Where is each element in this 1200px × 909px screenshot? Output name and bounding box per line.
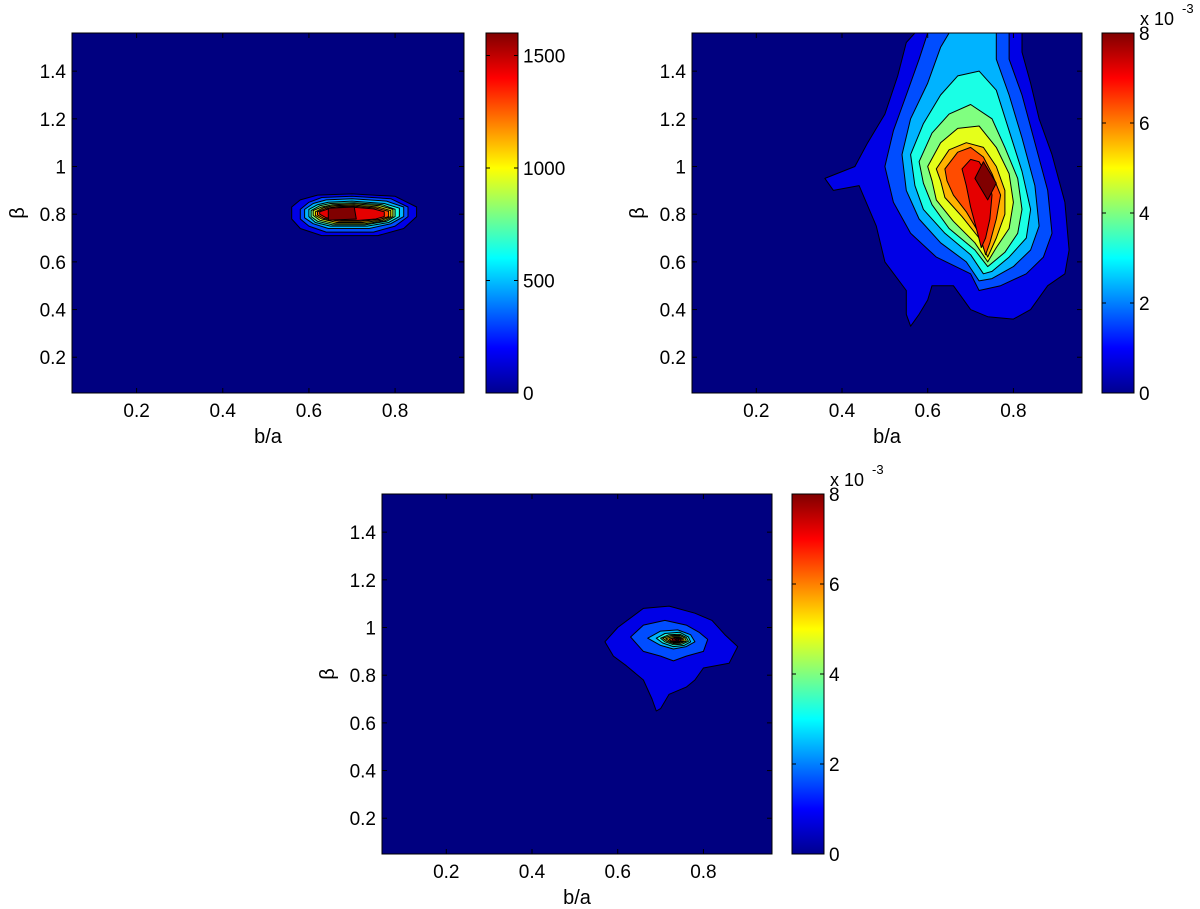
contour-level-10 [674,638,680,642]
x-tick-label: 0.2 [743,401,769,422]
x-tick-label: 0.2 [433,862,459,883]
y-axis-label: β [7,207,29,219]
contour-level-10 [327,206,357,221]
x-tick-label: 0.6 [605,862,631,883]
x-tick-label: 0.6 [915,401,941,422]
y-tick-label: 1 [365,619,376,640]
colorbar-tick-label: 4 [829,665,840,686]
axes-frame [691,32,1083,394]
colorbar [1101,32,1135,394]
y-tick-label: 0.2 [350,809,376,830]
y-tick-label: 0.8 [350,666,376,687]
axes-frame [381,493,773,855]
y-tick-label: 0.8 [660,205,686,226]
colorbar-tick-label: 1500 [523,47,565,68]
colorbar-tick-label: 0 [1139,384,1150,405]
contour-panel-3: 0.2 0.4 0.6 0.8 0.2 0.4 0.6 0.8 1 1.2 1.4 b/a β 0 2 4 6 8… [317,462,884,909]
y-tick-label: 1.2 [350,571,376,592]
colorbar-tick-label: 2 [1139,294,1150,315]
y-axis-label: β [627,207,649,219]
x-axis-label: b/a [563,887,592,909]
colorbar-tick-label: 6 [1139,114,1150,135]
y-tick-label: 0.4 [40,301,67,322]
y-tick-label: 0.2 [40,348,66,369]
colorbar-tick-label: 8 [829,485,840,506]
y-tick-label: 1.2 [40,110,66,131]
y-tick-label: 0.4 [660,301,687,322]
y-tick-label: 1.4 [350,523,377,544]
colorbar-exponent-power: -3 [872,462,884,477]
colorbar-exponent-power: -3 [1182,1,1194,16]
y-tick-label: 1 [675,158,686,179]
x-tick-label: 0.4 [829,401,856,422]
plot-background [382,494,772,854]
x-tick-label: 0.8 [1000,401,1026,422]
contour-panel-1: 0.2 0.4 0.6 0.8 0.2 0.4 0.6 0.8 1 1.2 1.4 b/a β 0 500 1… [7,32,565,448]
colorbar-tick-label: 0 [829,845,840,866]
x-tick-label: 0.4 [519,862,546,883]
x-tick-label: 0.8 [690,862,716,883]
colorbar [485,32,519,394]
colorbar-tick-label: 1000 [523,159,565,180]
colorbar-tick-label: 8 [1139,24,1150,45]
y-tick-label: 0.2 [660,348,686,369]
y-tick-label: 1.4 [660,62,687,83]
y-tick-label: 0.6 [40,253,66,274]
x-axis-label: b/a [254,426,283,448]
y-tick-label: 0.6 [350,714,376,735]
colorbar-exponent: x 10 [830,470,864,490]
y-tick-label: 0.8 [40,205,66,226]
colorbar-tick-label: 4 [1139,204,1150,225]
y-tick-label: 1.4 [40,62,67,83]
x-tick-label: 0.8 [382,401,408,422]
colorbar-tick-label: 2 [829,755,840,776]
contour-panel-2: 0.2 0.4 0.6 0.8 0.2 0.4 0.6 0.8 1 1.2 1.4 b/a β 0 2 4 6 8… [627,1,1194,448]
y-tick-label: 0.4 [350,762,377,783]
contour-level-10 [974,161,997,201]
x-axis-label: b/a [873,426,902,448]
x-tick-label: 0.6 [296,401,322,422]
y-tick-label: 1 [55,158,66,179]
x-tick-label: 0.4 [210,401,237,422]
y-tick-label: 0.6 [660,253,686,274]
y-axis-label: β [317,668,339,680]
colorbar-tick-label: 500 [523,272,555,293]
colorbar-exponent: x 10 [1140,9,1174,29]
colorbar-tick-label: 6 [829,575,840,596]
colorbar [791,493,825,855]
axes-frame [71,32,465,394]
x-tick-label: 0.2 [123,401,149,422]
y-tick-label: 1.2 [660,110,686,131]
colorbar-tick-label: 0 [523,384,534,405]
